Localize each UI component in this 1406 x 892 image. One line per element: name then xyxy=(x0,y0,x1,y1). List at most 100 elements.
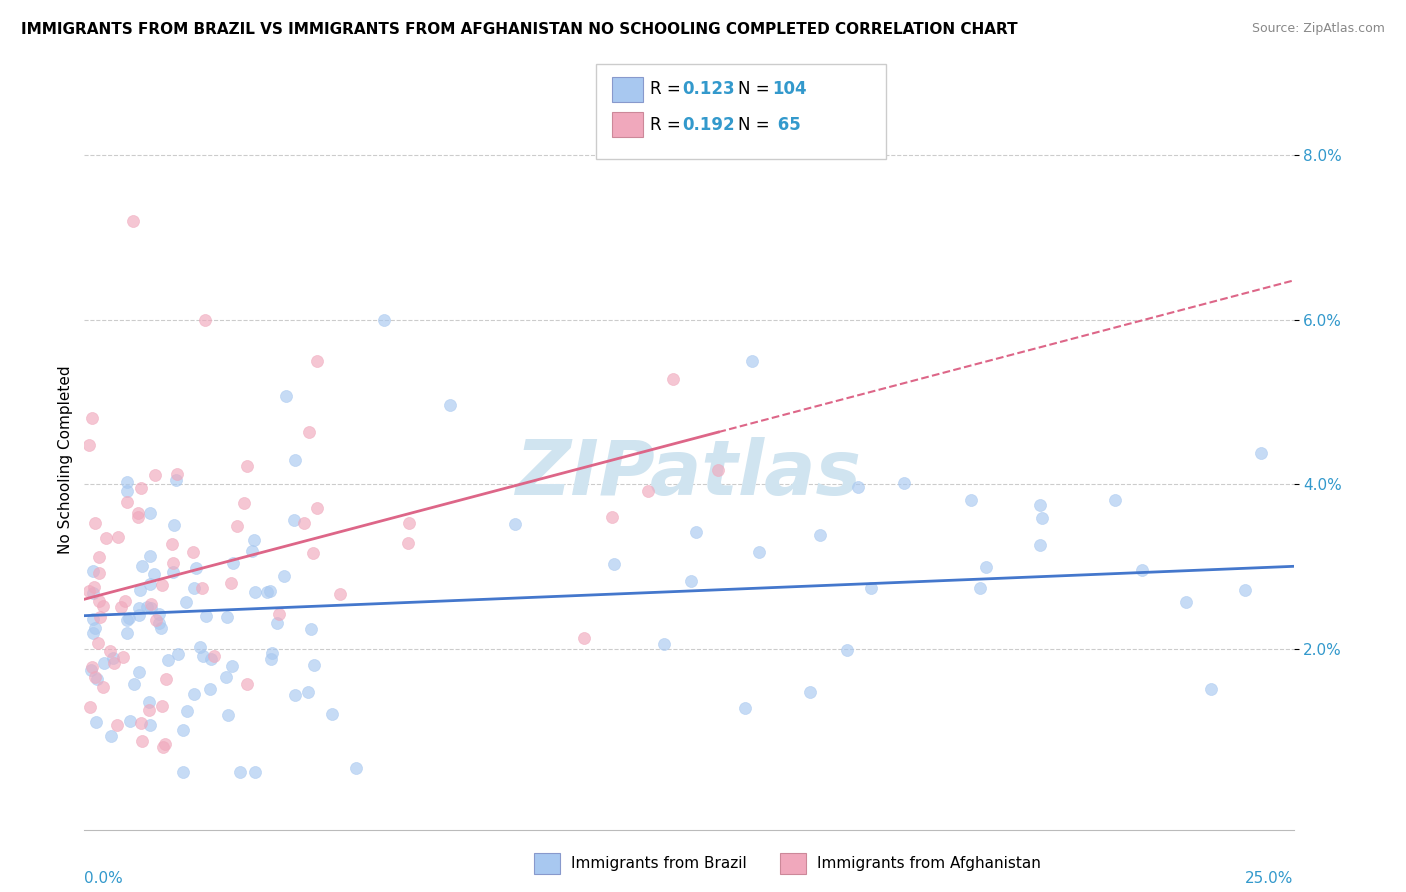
Point xyxy=(84,714,107,729)
Point xyxy=(283,513,305,527)
Point xyxy=(183,582,205,596)
Point xyxy=(229,764,252,779)
Point xyxy=(114,594,136,608)
Point xyxy=(221,659,243,673)
Point xyxy=(128,601,150,615)
Point xyxy=(396,535,419,549)
Point xyxy=(167,647,190,661)
Text: N =: N = xyxy=(738,116,775,134)
Point xyxy=(162,537,184,551)
Point xyxy=(115,626,138,640)
Point xyxy=(893,476,915,491)
Point xyxy=(142,567,165,582)
Point xyxy=(127,506,149,520)
Point xyxy=(138,695,160,709)
Point xyxy=(148,607,170,621)
Point xyxy=(93,657,115,671)
Point xyxy=(243,764,266,779)
Point xyxy=(198,682,221,697)
Point xyxy=(82,564,104,578)
Point xyxy=(242,544,264,558)
Point xyxy=(128,665,150,679)
Text: 25.0%: 25.0% xyxy=(1246,871,1294,886)
Point xyxy=(572,631,595,645)
Point xyxy=(200,652,222,666)
Point xyxy=(152,740,174,755)
Point xyxy=(259,583,281,598)
Point xyxy=(215,610,238,624)
Point xyxy=(1199,682,1222,697)
Point xyxy=(84,516,107,531)
Point xyxy=(163,518,186,533)
Point xyxy=(969,582,991,596)
Point xyxy=(267,607,290,621)
Point xyxy=(194,312,217,326)
Point xyxy=(176,595,198,609)
Point xyxy=(139,718,162,732)
Point xyxy=(1029,537,1052,551)
Point xyxy=(236,677,259,691)
Point xyxy=(127,510,149,524)
Point xyxy=(105,718,128,732)
Point xyxy=(302,657,325,672)
Point xyxy=(138,506,160,520)
Point xyxy=(846,480,869,494)
Point xyxy=(143,467,166,482)
Point xyxy=(139,577,162,591)
Point xyxy=(77,583,100,598)
Point xyxy=(734,700,756,714)
Point xyxy=(321,706,343,721)
Point xyxy=(373,312,395,326)
Point xyxy=(662,372,685,386)
Point xyxy=(129,716,152,731)
Text: Source: ZipAtlas.com: Source: ZipAtlas.com xyxy=(1251,22,1385,36)
Point xyxy=(153,737,176,751)
Point xyxy=(219,575,242,590)
Point xyxy=(1250,446,1272,460)
Point xyxy=(136,600,159,615)
Point xyxy=(190,581,212,595)
Point xyxy=(128,582,150,597)
Point xyxy=(162,556,184,570)
Point xyxy=(860,581,883,595)
Text: N =: N = xyxy=(738,80,775,98)
Point xyxy=(835,643,858,657)
Point xyxy=(1104,493,1126,508)
Point xyxy=(117,611,139,625)
Point xyxy=(191,649,214,664)
Point xyxy=(91,599,114,613)
Point xyxy=(80,410,103,425)
Text: 65: 65 xyxy=(772,116,800,134)
Point xyxy=(186,560,208,574)
Point xyxy=(679,574,702,588)
Point xyxy=(115,484,138,499)
Point xyxy=(273,569,295,583)
Point xyxy=(83,580,105,594)
Point xyxy=(204,649,226,664)
Point xyxy=(150,578,173,592)
Point xyxy=(808,528,831,542)
Point xyxy=(260,646,283,660)
Text: IMMIGRANTS FROM BRAZIL VS IMMIGRANTS FROM AFGHANISTAN NO SCHOOLING COMPLETED COR: IMMIGRANTS FROM BRAZIL VS IMMIGRANTS FRO… xyxy=(21,22,1018,37)
Point xyxy=(232,496,254,510)
Point xyxy=(284,453,307,467)
Point xyxy=(110,600,132,615)
Text: R =: R = xyxy=(650,116,686,134)
Point xyxy=(79,699,101,714)
Point xyxy=(1031,511,1053,525)
Point xyxy=(155,672,177,686)
Point xyxy=(162,565,184,579)
Text: 0.192: 0.192 xyxy=(682,116,734,134)
Point xyxy=(195,608,218,623)
Point xyxy=(1029,498,1052,512)
Point xyxy=(172,723,194,737)
Point xyxy=(741,353,763,368)
Point xyxy=(139,600,162,615)
Text: R =: R = xyxy=(650,80,686,98)
Point xyxy=(87,594,110,608)
Point xyxy=(80,663,103,677)
Point xyxy=(329,587,352,601)
Point xyxy=(115,613,138,627)
Text: 0.0%: 0.0% xyxy=(84,871,124,886)
Y-axis label: No Schooling Completed: No Schooling Completed xyxy=(58,365,73,554)
